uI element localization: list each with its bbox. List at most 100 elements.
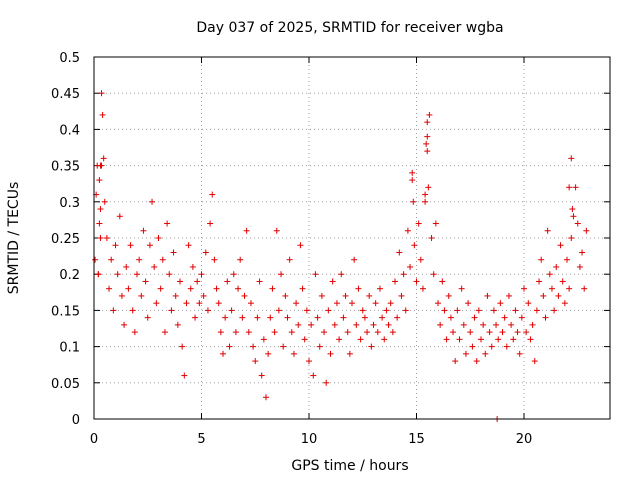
data-point (239, 314, 246, 321)
data-point (551, 307, 558, 314)
data-point (342, 292, 349, 299)
data-point (410, 198, 417, 205)
data-point (99, 111, 106, 118)
chart-title: Day 037 of 2025, SRMTID for receiver wgb… (196, 20, 503, 36)
data-point (293, 300, 300, 307)
data-point (96, 177, 103, 184)
data-point (97, 235, 104, 241)
data-point (462, 350, 469, 357)
data-point (424, 133, 431, 140)
data-point (566, 285, 573, 292)
data-point (301, 336, 308, 343)
data-point (435, 300, 441, 307)
data-point (424, 148, 431, 155)
data-point (568, 235, 575, 241)
data-point (252, 358, 259, 365)
data-point (189, 263, 196, 270)
data-point (471, 314, 478, 321)
data-point (228, 307, 235, 314)
data-point (108, 256, 115, 263)
data-point (546, 271, 553, 278)
data-point (202, 249, 209, 256)
data-point (452, 358, 459, 365)
data-point (269, 285, 276, 292)
data-point (329, 278, 336, 285)
data-point (127, 242, 134, 249)
data-point (211, 256, 218, 263)
data-point (321, 329, 328, 336)
data-point (263, 394, 269, 401)
data-point (572, 184, 579, 191)
data-point (579, 249, 586, 256)
data-point (286, 256, 293, 263)
data-point (531, 358, 538, 365)
y-tick-label: 0.1 (59, 341, 80, 356)
data-point (413, 278, 420, 285)
data-point (533, 307, 540, 314)
data-point (280, 343, 287, 350)
data-point (505, 292, 512, 299)
data-point (482, 350, 489, 357)
data-point (432, 220, 439, 227)
data-point (106, 285, 113, 292)
data-point (153, 300, 160, 307)
data-point (501, 314, 508, 321)
data-point (372, 300, 379, 307)
data-point (458, 285, 465, 292)
data-point (497, 300, 504, 307)
y-tick-label: 0.5 (59, 51, 80, 66)
data-point (142, 278, 149, 285)
data-point (110, 307, 117, 314)
data-point (232, 329, 239, 336)
data-point (151, 263, 158, 270)
data-point (103, 235, 110, 241)
data-point (557, 242, 564, 249)
data-point (250, 343, 257, 350)
data-point (368, 343, 375, 350)
data-point (396, 249, 403, 256)
data-point (392, 278, 398, 285)
plot-frame (93, 56, 611, 420)
data-point (129, 307, 136, 314)
data-point (275, 307, 282, 314)
data-point (370, 321, 377, 328)
data-point (172, 292, 179, 299)
data-point (424, 119, 431, 126)
data-point (385, 321, 392, 328)
data-point (267, 314, 274, 321)
data-point (536, 278, 543, 285)
data-point (217, 329, 224, 336)
data-point (447, 314, 454, 321)
data-point (278, 271, 285, 278)
y-tick-label: 0.15 (51, 304, 80, 319)
data-point (198, 271, 205, 278)
data-point (516, 350, 523, 357)
data-point (155, 235, 162, 241)
data-point (508, 321, 515, 328)
data-point (140, 227, 147, 234)
data-point (398, 292, 405, 299)
data-point (222, 314, 229, 321)
data-point (430, 271, 437, 278)
data-point (297, 242, 304, 249)
data-point (499, 329, 506, 336)
data-point (101, 198, 108, 205)
data-point (437, 321, 444, 328)
data-point (207, 220, 214, 227)
data-point (325, 307, 332, 314)
data-point (503, 343, 510, 350)
data-point (409, 169, 416, 176)
data-point (100, 155, 107, 162)
data-point (441, 307, 448, 314)
data-point (146, 242, 153, 249)
data-point (480, 321, 487, 328)
data-point (544, 227, 551, 234)
data-point (245, 329, 252, 336)
x-tick-label: 15 (408, 432, 425, 447)
data-point (400, 271, 407, 278)
data-point (303, 307, 310, 314)
data-point (456, 336, 463, 343)
data-point (114, 271, 121, 278)
data-point (426, 111, 433, 118)
data-point (131, 329, 138, 336)
